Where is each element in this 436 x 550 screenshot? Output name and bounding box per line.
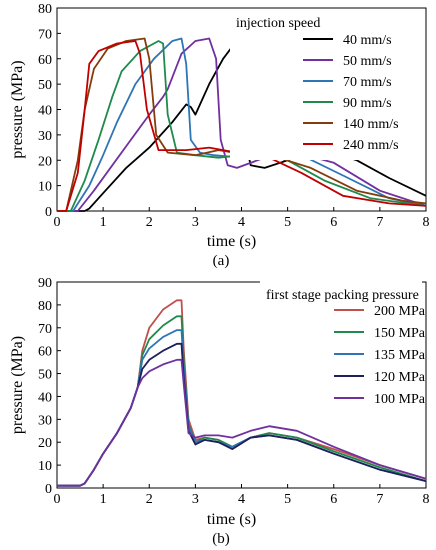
chart-panel-a: 0 10 20 30 40 50 60 70 80 0 1 2 3 4 5 6 7 8 time (s) pressu… <box>9 2 430 269</box>
legend-label-0: 200 MPa <box>374 304 426 319</box>
x-tick-label: 5 <box>284 492 291 507</box>
chart-panel-b: 0 10 20 30 40 50 60 70 80 90 0 1 2 3 4 5 6 7 8 time (s) pres… <box>9 276 430 547</box>
panel-label: (b) <box>212 531 230 547</box>
legend-label-0: 40 mm/s <box>343 33 392 48</box>
y-tick-label: 70 <box>38 322 52 337</box>
y-tick-label: 60 <box>38 345 52 360</box>
y-tick-label: 10 <box>38 180 52 195</box>
x-tick-label: 3 <box>192 215 199 230</box>
y-tick-label: 20 <box>38 436 52 451</box>
x-tick-label: 8 <box>423 215 430 230</box>
x-tick-label: 3 <box>192 492 199 507</box>
series-line-5 <box>57 40 427 212</box>
legend-label-4: 140 mm/s <box>343 117 399 132</box>
x-tick-label: 0 <box>54 215 61 230</box>
legend-label-1: 150 MPa <box>374 326 426 341</box>
x-tick-label: 1 <box>100 215 107 230</box>
y-tick-label: 50 <box>38 78 52 93</box>
x-tick-label: 4 <box>238 215 245 230</box>
legend-label-2: 135 MPa <box>374 348 426 363</box>
x-tick-label: 1 <box>100 492 107 507</box>
y-tick-label: 0 <box>45 482 52 497</box>
y-tick-label: 90 <box>38 276 52 291</box>
x-tick-label: 6 <box>330 492 337 507</box>
legend-label-3: 120 MPa <box>374 370 426 385</box>
y-tick-label: 40 <box>38 390 52 405</box>
y-axis-label: pressure (MPa) <box>9 60 26 158</box>
y-tick-label: 10 <box>38 459 52 474</box>
y-tick-label: 40 <box>38 104 52 119</box>
x-tick-label: 8 <box>423 492 430 507</box>
x-axis-label: time (s) <box>207 511 256 528</box>
legend-background <box>230 10 422 160</box>
y-tick-label: 80 <box>38 2 52 17</box>
x-tick-label: 6 <box>330 215 337 230</box>
y-tick-label: 70 <box>38 27 52 42</box>
y-tick-label: 20 <box>38 154 52 169</box>
y-tick-label: 30 <box>38 413 52 428</box>
x-tick-label: 5 <box>284 215 291 230</box>
y-tick-label: 60 <box>38 53 52 68</box>
legend-label-1: 50 mm/s <box>343 54 392 69</box>
legend-background <box>260 280 422 414</box>
x-tick-label: 0 <box>54 492 61 507</box>
x-axis-label: time (s) <box>207 233 256 250</box>
y-tick-label: 50 <box>38 368 52 383</box>
legend-label-2: 70 mm/s <box>343 75 392 90</box>
x-tick-label: 7 <box>376 492 383 507</box>
y-tick-label: 0 <box>45 205 52 220</box>
y-axis-label: pressure (MPa) <box>9 336 26 434</box>
legend-label-5: 240 mm/s <box>343 138 399 153</box>
panel-label: (a) <box>213 253 230 269</box>
legend-label-4: 100 MPa <box>374 392 426 407</box>
legend-label-3: 90 mm/s <box>343 96 392 111</box>
series-line-4 <box>57 358 427 487</box>
legend-title: first stage packing pressure <box>266 288 419 303</box>
x-tick-label: 2 <box>146 492 153 507</box>
legend-title: injection speed <box>236 16 320 31</box>
x-tick-label: 2 <box>146 215 153 230</box>
x-tick-label: 7 <box>376 215 383 230</box>
y-tick-label: 30 <box>38 129 52 144</box>
x-tick-label: 4 <box>238 492 245 507</box>
y-tick-label: 80 <box>38 299 52 314</box>
